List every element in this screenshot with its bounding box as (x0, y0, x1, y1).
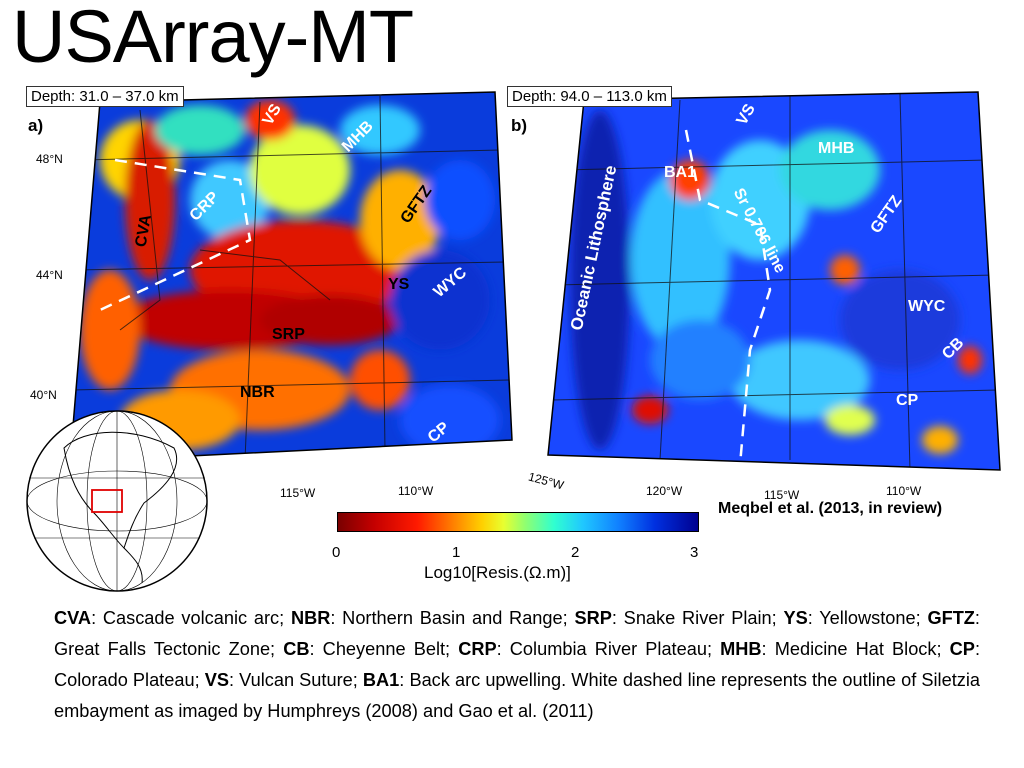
caption-def-cva: : Cascade volcanic arc; (91, 608, 291, 628)
lat-label-40: 40°N (30, 388, 57, 402)
colorbar-tick-2: 2 (571, 544, 580, 561)
caption-abbr-mhb: MHB (720, 639, 762, 659)
lon-label-b-110: 110°W (886, 484, 922, 498)
colorbar-tick-3: 3 (690, 544, 699, 561)
caption-abbr-crp: CRP (458, 639, 497, 659)
caption-abbr-vs: VS (204, 670, 229, 690)
region-ys-a: YS (388, 276, 410, 293)
map-panel-a (70, 92, 512, 462)
lon-label-a-115: 115°W (280, 486, 316, 500)
panel-letter-a: a) (28, 116, 44, 135)
caption: CVA: Cascade volcanic arc; NBR: Northern… (54, 603, 980, 727)
colorbar-tick-1: 1 (452, 544, 461, 561)
caption-def-vs: : Vulcan Suture; (229, 670, 363, 690)
colorbar-tick-0: 0 (332, 544, 341, 561)
caption-def-gftz: : Great Falls Tectonic Zone; (54, 608, 980, 659)
region-cp-b: CP (896, 392, 919, 409)
lat-label-44: 44°N (36, 268, 63, 282)
citation: Meqbel et al. (2013, in review) (718, 500, 943, 517)
resistivity-maps (69, 91, 1001, 471)
region-mhb-b: MHB (818, 140, 855, 157)
caption-abbr-ys: YS (783, 608, 808, 628)
caption-abbr-cb: CB (283, 639, 310, 659)
region-wyc-b: WYC (908, 298, 946, 315)
colorbar (337, 512, 699, 532)
caption-def-cb: : Cheyenne Belt; (309, 639, 459, 659)
depth-label-a: Depth: 31.0 – 37.0 km (26, 86, 184, 107)
region-ba1-b: BA1 (664, 164, 697, 181)
caption-abbr-srp: SRP (574, 608, 612, 628)
lon-label-b-115: 115°W (764, 488, 800, 502)
depth-label-b: Depth: 94.0 – 113.0 km (507, 86, 672, 107)
caption-abbr-cva: CVA (54, 608, 92, 628)
colorbar-label: Log10[Resis.(Ω.m)] (424, 563, 571, 582)
caption-abbr-gftz: GFTZ (927, 608, 975, 628)
map-panel-b (548, 92, 1000, 470)
caption-abbr-cp: CP (949, 639, 975, 659)
caption-def-cp: : Colorado Plateau; (54, 639, 980, 690)
caption-def-srp: : Snake River Plain; (611, 608, 784, 628)
lon-label-a-110: 110°W (398, 484, 434, 498)
slide-title: USArray-MT (12, 0, 414, 78)
region-srp-a: SRP (272, 326, 305, 343)
lat-label-48: 48°N (36, 152, 63, 166)
caption-def-ys: : Yellowstone; (807, 608, 928, 628)
caption-def-nbr: : Northern Basin and Range; (330, 608, 575, 628)
lon-label-b-120: 120°W (646, 484, 683, 498)
globe-inset-icon (26, 410, 208, 592)
region-nbr-a: NBR (240, 384, 275, 401)
caption-def-crp: : Columbia River Plateau; (496, 639, 721, 659)
caption-abbr-ba1: BA1 (362, 670, 400, 690)
caption-def-ba1: : Back arc upwelling. (399, 670, 572, 690)
caption-abbr-nbr: NBR (290, 608, 331, 628)
caption-tail: White dashed line represents the outline… (54, 670, 980, 721)
panel-letter-b: b) (511, 116, 528, 135)
caption-def-mhb: : Medicine Hat Block; (761, 639, 950, 659)
